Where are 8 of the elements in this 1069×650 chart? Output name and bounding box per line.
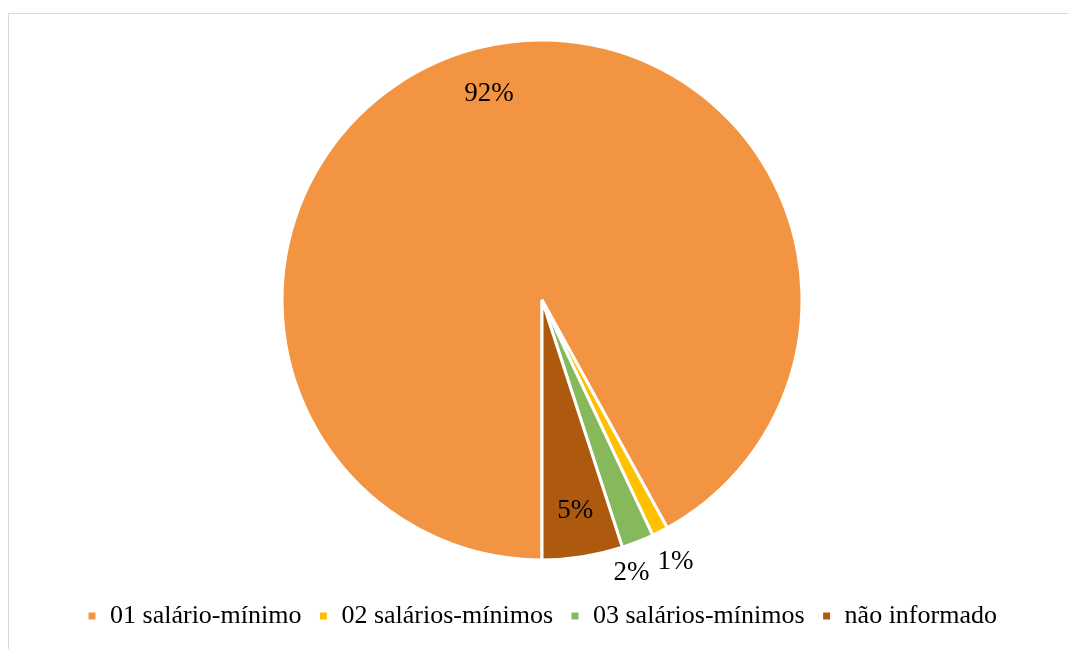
legend-label: 02 salários-mínimos (341, 599, 554, 629)
legend-label: não informado (844, 599, 997, 629)
legend-label: 03 salários-mínimos (593, 599, 805, 629)
data-label: 5% (557, 493, 594, 524)
data-label: 1% (657, 544, 694, 575)
data-label: 92% (464, 76, 514, 107)
legend-label: 01 salário-mínimo (110, 599, 302, 629)
data-label: 2% (613, 556, 650, 587)
